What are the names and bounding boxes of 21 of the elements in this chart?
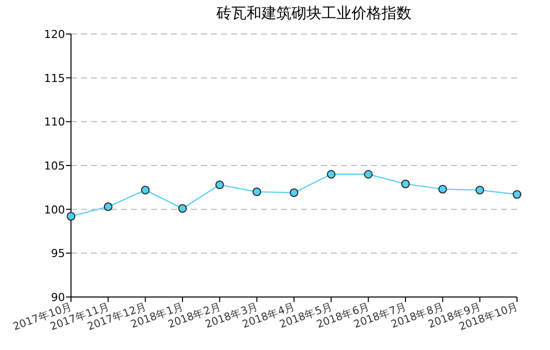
point (438, 184, 447, 194)
y-tick-label: 115 (44, 72, 65, 85)
chart-title: 砖瓦和建筑砌块工业价格指数 (216, 4, 412, 22)
y-tick-label: 95 (51, 247, 65, 260)
point (66, 212, 76, 221)
y-tick-label: 120 (44, 28, 65, 41)
point (401, 180, 410, 188)
point (141, 186, 150, 194)
point (252, 188, 262, 196)
y-tick-label: 105 (44, 160, 65, 172)
y-tick-label: 90 (51, 291, 65, 304)
point (215, 180, 224, 190)
y-tick-label: 110 (44, 116, 65, 129)
point (178, 204, 187, 213)
y-tick-label: 100 (44, 203, 65, 216)
point (104, 202, 112, 212)
point (512, 190, 522, 199)
point (476, 186, 484, 194)
point (364, 170, 373, 179)
point (290, 188, 298, 197)
point (326, 170, 336, 179)
